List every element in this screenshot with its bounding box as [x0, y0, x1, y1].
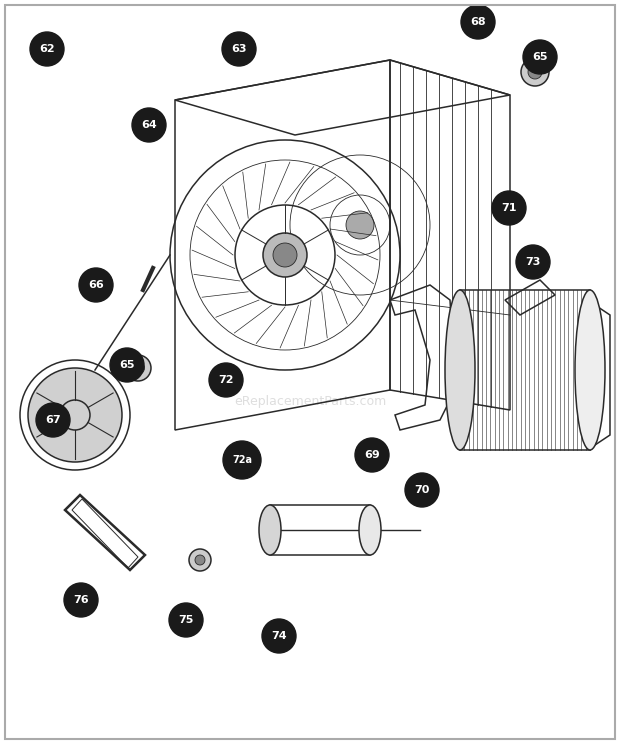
Circle shape: [28, 368, 122, 462]
Text: 76: 76: [73, 595, 89, 605]
Circle shape: [79, 268, 113, 302]
Circle shape: [64, 583, 98, 617]
Circle shape: [405, 473, 439, 507]
Circle shape: [516, 245, 550, 279]
Circle shape: [223, 441, 261, 479]
Circle shape: [273, 243, 297, 267]
Circle shape: [30, 32, 64, 66]
Circle shape: [132, 108, 166, 142]
Circle shape: [523, 40, 557, 74]
Ellipse shape: [445, 290, 475, 450]
Text: 69: 69: [364, 450, 380, 460]
Text: 65: 65: [119, 360, 135, 370]
Text: 62: 62: [39, 44, 55, 54]
Text: 65: 65: [532, 52, 547, 62]
Ellipse shape: [575, 290, 605, 450]
Text: 73: 73: [525, 257, 541, 267]
Circle shape: [528, 65, 542, 79]
Text: 74: 74: [271, 631, 287, 641]
Circle shape: [125, 355, 151, 381]
Circle shape: [209, 363, 243, 397]
Text: 63: 63: [231, 44, 247, 54]
Circle shape: [222, 32, 256, 66]
Circle shape: [262, 619, 296, 653]
Text: 72: 72: [218, 375, 234, 385]
Text: 64: 64: [141, 120, 157, 130]
Text: 75: 75: [179, 615, 193, 625]
Circle shape: [263, 233, 307, 277]
Circle shape: [110, 348, 144, 382]
Ellipse shape: [259, 505, 281, 555]
Text: eReplacementParts.com: eReplacementParts.com: [234, 395, 386, 408]
Text: 67: 67: [45, 415, 61, 425]
Circle shape: [346, 211, 374, 239]
Text: 72a: 72a: [232, 455, 252, 465]
Circle shape: [492, 191, 526, 225]
Circle shape: [131, 362, 144, 374]
Circle shape: [169, 603, 203, 637]
Ellipse shape: [359, 505, 381, 555]
Text: 70: 70: [414, 485, 430, 495]
Circle shape: [195, 555, 205, 565]
Circle shape: [36, 403, 70, 437]
Circle shape: [189, 549, 211, 571]
Text: 66: 66: [88, 280, 104, 290]
Circle shape: [461, 5, 495, 39]
Circle shape: [355, 438, 389, 472]
Text: 71: 71: [501, 203, 516, 213]
Text: 68: 68: [470, 17, 486, 27]
Circle shape: [521, 58, 549, 86]
